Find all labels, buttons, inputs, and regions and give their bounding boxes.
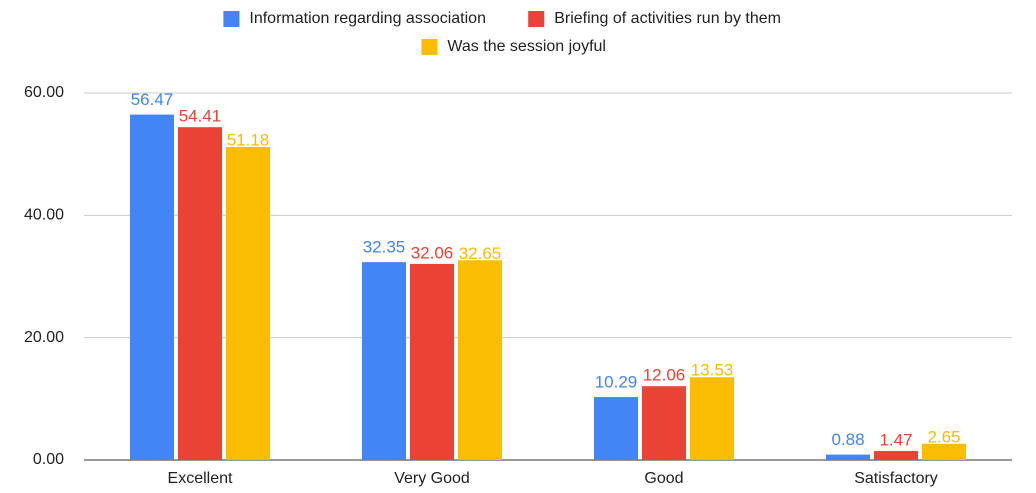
legend-label: Was the session joyful bbox=[447, 38, 606, 55]
y-tick-label: 0.00 bbox=[33, 451, 64, 468]
y-tick-label: 20.00 bbox=[24, 329, 64, 346]
bar bbox=[642, 386, 686, 460]
legend-swatch bbox=[528, 11, 545, 27]
data-label: 10.29 bbox=[595, 373, 638, 392]
data-label: 32.65 bbox=[459, 244, 502, 263]
data-label: 51.18 bbox=[227, 130, 270, 149]
bar bbox=[594, 397, 638, 460]
x-tick-label: Excellent bbox=[168, 470, 233, 487]
bar bbox=[690, 377, 734, 460]
legend-label: Information regarding association bbox=[249, 10, 486, 27]
data-label: 12.06 bbox=[643, 366, 686, 385]
bar bbox=[410, 263, 454, 460]
data-label: 54.41 bbox=[179, 107, 222, 126]
data-label: 32.35 bbox=[363, 238, 406, 257]
legend-swatch bbox=[223, 11, 240, 27]
x-tick-label: Satisfactory bbox=[854, 470, 938, 487]
bar bbox=[362, 262, 406, 460]
x-tick-label: Good bbox=[644, 470, 683, 487]
y-tick-label: 60.00 bbox=[24, 84, 64, 101]
data-label: 2.65 bbox=[927, 427, 960, 446]
data-label: 13.53 bbox=[691, 361, 734, 380]
x-tick-label: Very Good bbox=[394, 470, 470, 487]
bar bbox=[178, 127, 222, 460]
legend-swatch bbox=[421, 39, 438, 55]
y-tick-label: 40.00 bbox=[24, 207, 64, 224]
data-label: 1.47 bbox=[879, 430, 912, 449]
data-label: 56.47 bbox=[131, 90, 174, 109]
bar bbox=[458, 260, 502, 460]
data-label: 0.88 bbox=[831, 430, 864, 449]
bar bbox=[826, 454, 870, 460]
legend-label: Briefing of activities run by them bbox=[554, 10, 781, 27]
data-label: 32.06 bbox=[411, 243, 454, 262]
bar bbox=[922, 443, 966, 460]
bar bbox=[874, 451, 918, 460]
bar bbox=[226, 146, 270, 460]
bar bbox=[130, 114, 174, 461]
